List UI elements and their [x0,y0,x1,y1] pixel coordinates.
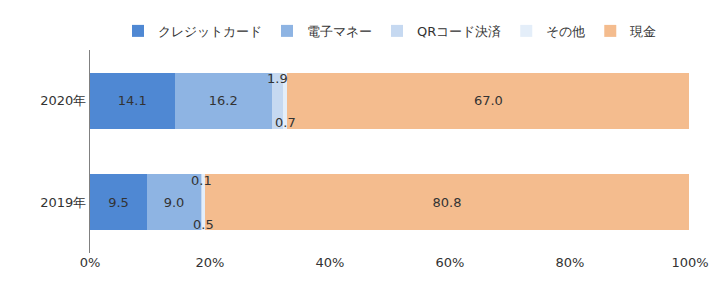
svg-text:0.5: 0.5 [193,217,214,232]
svg-text:クレジットカード: クレジットカード [158,24,262,39]
svg-text:0%: 0% [80,255,101,270]
svg-text:QRコード決済: QRコード決済 [417,24,501,39]
svg-text:9.5: 9.5 [108,195,129,210]
svg-text:2019年: 2019年 [40,195,86,210]
svg-text:20%: 20% [196,255,225,270]
svg-text:9.0: 9.0 [164,195,185,210]
svg-text:2020年: 2020年 [40,93,86,108]
svg-text:67.0: 67.0 [474,93,503,108]
svg-text:80%: 80% [556,255,585,270]
svg-text:0.1: 0.1 [191,173,212,188]
svg-text:40%: 40% [316,255,345,270]
svg-text:80.8: 80.8 [433,195,462,210]
svg-text:電子マネー: 電子マネー [307,24,372,39]
svg-text:1.9: 1.9 [267,71,288,86]
svg-text:14.1: 14.1 [118,93,147,108]
svg-text:60%: 60% [436,255,465,270]
svg-text:100%: 100% [671,255,708,270]
svg-text:16.2: 16.2 [209,93,238,108]
svg-text:0.7: 0.7 [275,115,296,130]
svg-text:現金: 現金 [630,24,656,39]
svg-text:その他: その他 [546,24,585,39]
